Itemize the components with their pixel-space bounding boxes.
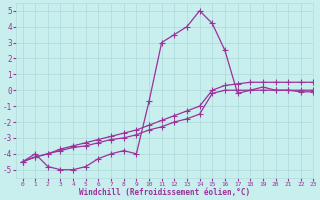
X-axis label: Windchill (Refroidissement éolien,°C): Windchill (Refroidissement éolien,°C) <box>79 188 250 197</box>
